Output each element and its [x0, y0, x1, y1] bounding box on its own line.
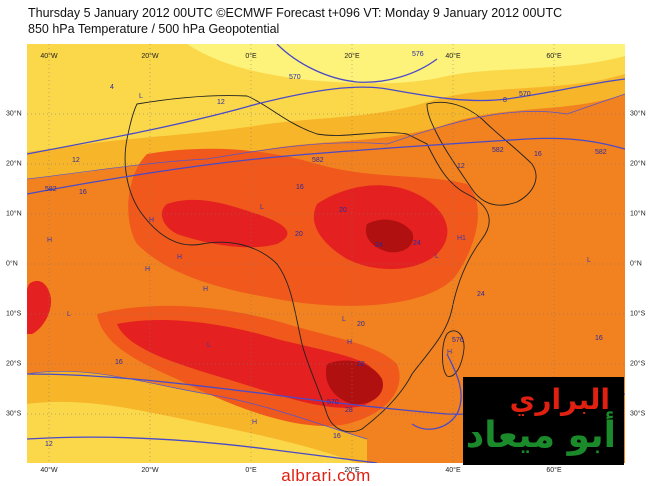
- lat-tick-left: 20°S: [6, 360, 22, 368]
- temperature-contour-label: 16: [333, 433, 341, 440]
- temperature-contour-label: 12: [45, 441, 53, 448]
- temperature-contour-label: 20: [357, 321, 365, 328]
- africa-coastline: [124, 95, 490, 433]
- lat-tick-left: 30°N: [6, 110, 22, 118]
- map-subtitle: 850 hPa Temperature / 500 hPa Geopotenti…: [28, 22, 280, 36]
- lat-tick-right: 10°N: [630, 210, 646, 218]
- lon-tick-bottom: 40°E: [445, 467, 461, 474]
- temperature-contour-label: 12: [217, 99, 225, 106]
- lat-tick-right: 20°S: [630, 360, 646, 368]
- lat-tick-left: 10°S: [6, 310, 22, 318]
- lon-tick-top: 0°E: [245, 53, 257, 60]
- temperature-contour-label: 16: [534, 151, 542, 158]
- site-watermark: albrari.com: [281, 466, 371, 485]
- temperature-contour-label: 4: [110, 84, 114, 91]
- temperature-band-24-west: [161, 199, 288, 248]
- lon-tick-top: 20°E: [344, 53, 360, 60]
- lon-tick-top: 40°W: [40, 53, 58, 60]
- pressure-center-label: H: [149, 217, 154, 224]
- logo-line-albrari: البراري: [509, 383, 610, 416]
- lat-tick-right: 0°N: [630, 260, 642, 268]
- pressure-center-label: H: [347, 339, 352, 346]
- geopotential-contour-label: 570: [289, 74, 301, 81]
- temperature-band-south-8: [27, 401, 357, 463]
- geopotential-contour-label: 570: [519, 91, 531, 98]
- lat-tick-left: 20°N: [6, 160, 22, 168]
- lat-tick-left: 30°S: [6, 410, 22, 418]
- temperature-contour-label: 16: [296, 184, 304, 191]
- temperature-contour-label: 28: [345, 407, 353, 414]
- lon-tick-bottom: 20°W: [141, 467, 159, 474]
- temperature-contour-label: 8: [503, 97, 507, 104]
- lat-tick-right: 30°N: [630, 110, 646, 118]
- temperature-contour-label: 24: [413, 240, 421, 247]
- pressure-center-label: L: [435, 253, 439, 260]
- temperature-band-24-south: [117, 319, 380, 408]
- lat-tick-left: 0°N: [6, 260, 18, 268]
- temperature-contour-label: 24: [375, 242, 383, 249]
- temperature-band-24-atlantic: [27, 280, 52, 334]
- geopotential-contour-label: 582: [45, 186, 57, 193]
- geopotential-contour-label: 582: [492, 147, 504, 154]
- contour-label-group: 570 576 570 582 582 582 582 576 570 4 8 12 12 16 16 20 2…: [45, 51, 607, 448]
- pressure-center-label: H: [203, 286, 208, 293]
- map-title: Thursday 5 January 2012 00UTC ©ECMWF For…: [28, 6, 563, 20]
- geopotential-contour-label: 576: [412, 51, 424, 58]
- temperature-contours: [27, 93, 625, 440]
- pressure-center-label: H: [252, 419, 257, 426]
- lon-tick-bottom: 0°E: [245, 467, 257, 474]
- lon-tick-top: 40°E: [445, 53, 461, 60]
- logo-line-abu-miaad: أبو ميعاد: [465, 415, 616, 456]
- lon-tick-top: 20°W: [141, 53, 159, 60]
- weather-map: 570 576 570 582 582 582 582 576 570 4 8 12 12 16 16 20 2…: [27, 44, 625, 463]
- temperature-contour-label: 20: [339, 207, 347, 214]
- abu-miaad-logo: البراري أبو ميعاد: [463, 377, 624, 465]
- pressure-center-label: L: [587, 257, 591, 264]
- geopotential-contour-label: 582: [595, 149, 607, 156]
- temperature-contour-label: 16: [595, 335, 603, 342]
- temperature-band-4: [187, 44, 625, 84]
- arabia-coastline: [426, 101, 537, 206]
- lon-tick-bottom: 40°W: [40, 467, 58, 474]
- pressure-center-label: L: [342, 316, 346, 323]
- temperature-geopotential-field: 570 576 570 582 582 582 582 576 570 4 8 12 12 16 16 20 2…: [27, 44, 625, 463]
- temperature-contour-label: 16: [115, 359, 123, 366]
- temperature-contour-label: 28: [357, 361, 365, 368]
- pressure-center-label: H: [447, 349, 452, 356]
- geopotential-contour-label: 576: [452, 337, 464, 344]
- lon-tick-bottom: 60°E: [546, 467, 562, 474]
- lat-tick-right: 20°N: [630, 160, 646, 168]
- lon-tick-bottom: 20°E: [344, 467, 360, 474]
- pressure-center-label: L: [67, 311, 71, 318]
- lat-tick-right: 10°S: [630, 310, 646, 318]
- temperature-band-28-central: [365, 219, 414, 253]
- lat-tick-left: 10°N: [6, 210, 22, 218]
- pressure-center-label: H: [145, 266, 150, 273]
- temperature-contour-label: 12: [457, 163, 465, 170]
- temperature-contour-label: 12: [72, 157, 80, 164]
- temperature-band-28-south: [325, 360, 383, 405]
- temperature-contour-label: 16: [79, 189, 87, 196]
- temperature-contour-label: 20: [295, 231, 303, 238]
- pressure-center-label: L: [260, 204, 264, 211]
- pressure-center-label: H: [177, 254, 182, 261]
- temperature-contour-label: 24: [477, 291, 485, 298]
- geopotential-contour-label: 582: [312, 157, 324, 164]
- geopotential-contour-label: 570: [327, 399, 339, 406]
- lon-tick-top: 60°E: [546, 53, 562, 60]
- lat-tick-right: 30°S: [630, 410, 646, 418]
- madagascar-coastline: [442, 330, 465, 377]
- pressure-center-label: L: [207, 342, 211, 349]
- pressure-center-label: H: [47, 237, 52, 244]
- pressure-center-label: H1: [457, 235, 466, 242]
- pressure-center-label: L: [139, 93, 143, 100]
